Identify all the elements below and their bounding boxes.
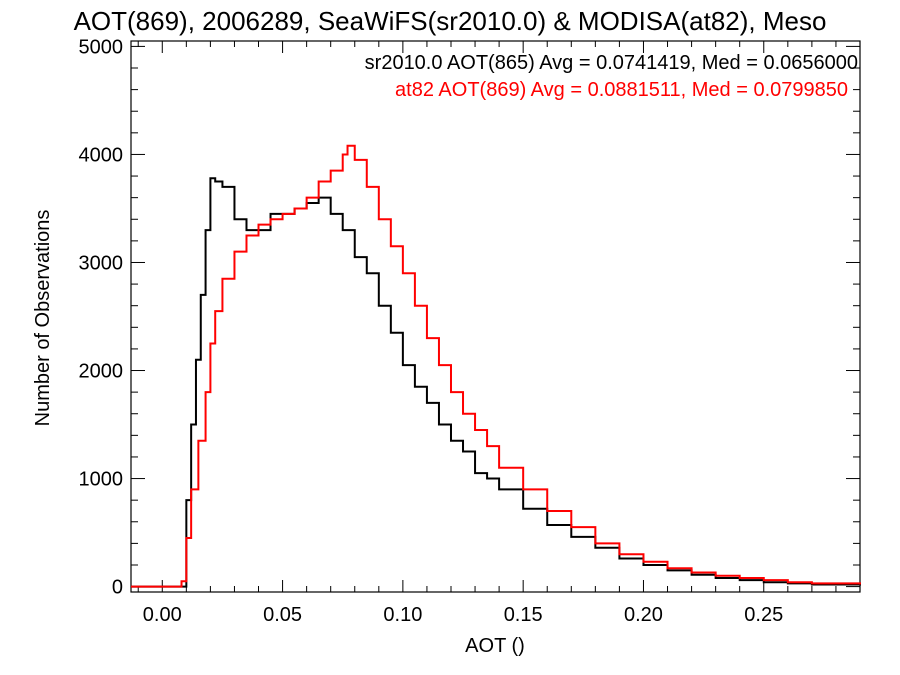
y-tick-label: 3000 <box>79 252 124 274</box>
x-tick-label: 0.10 <box>383 604 422 626</box>
x-tick-label: 0.00 <box>143 604 182 626</box>
legend-entry-at82: at82 AOT(869) Avg = 0.0881511, Med = 0.0… <box>395 79 848 101</box>
y-tick-label: 2000 <box>79 361 124 383</box>
y-tick-label: 5000 <box>79 36 124 58</box>
series-at82-line <box>131 144 861 588</box>
x-tick-label: 0.15 <box>504 604 543 626</box>
chart-title: AOT(869), 2006289, SeaWiFS(sr2010.0) & M… <box>74 6 827 36</box>
y-tick-label: 4000 <box>79 144 124 166</box>
legend-entry-sr2010: sr2010.0 AOT(865) Avg = 0.0741419, Med =… <box>365 52 858 74</box>
y-tick-label: 0 <box>112 577 123 599</box>
y-axis-label: Number of Observations <box>32 210 54 427</box>
x-tick-label: 0.05 <box>263 604 302 626</box>
x-tick-label: 0.25 <box>744 604 783 626</box>
series-sr2010-line <box>131 177 861 588</box>
plot-frame <box>130 40 861 593</box>
x-tick-label: 0.20 <box>624 604 663 626</box>
y-tick-label: 1000 <box>79 469 124 491</box>
series-layer <box>131 144 861 588</box>
axis-ticks: 0.00 0.05 0.10 0.15 0.20 0.25 0 1000 2000 3000 400… <box>79 36 861 626</box>
x-axis-label: AOT () <box>465 635 525 657</box>
